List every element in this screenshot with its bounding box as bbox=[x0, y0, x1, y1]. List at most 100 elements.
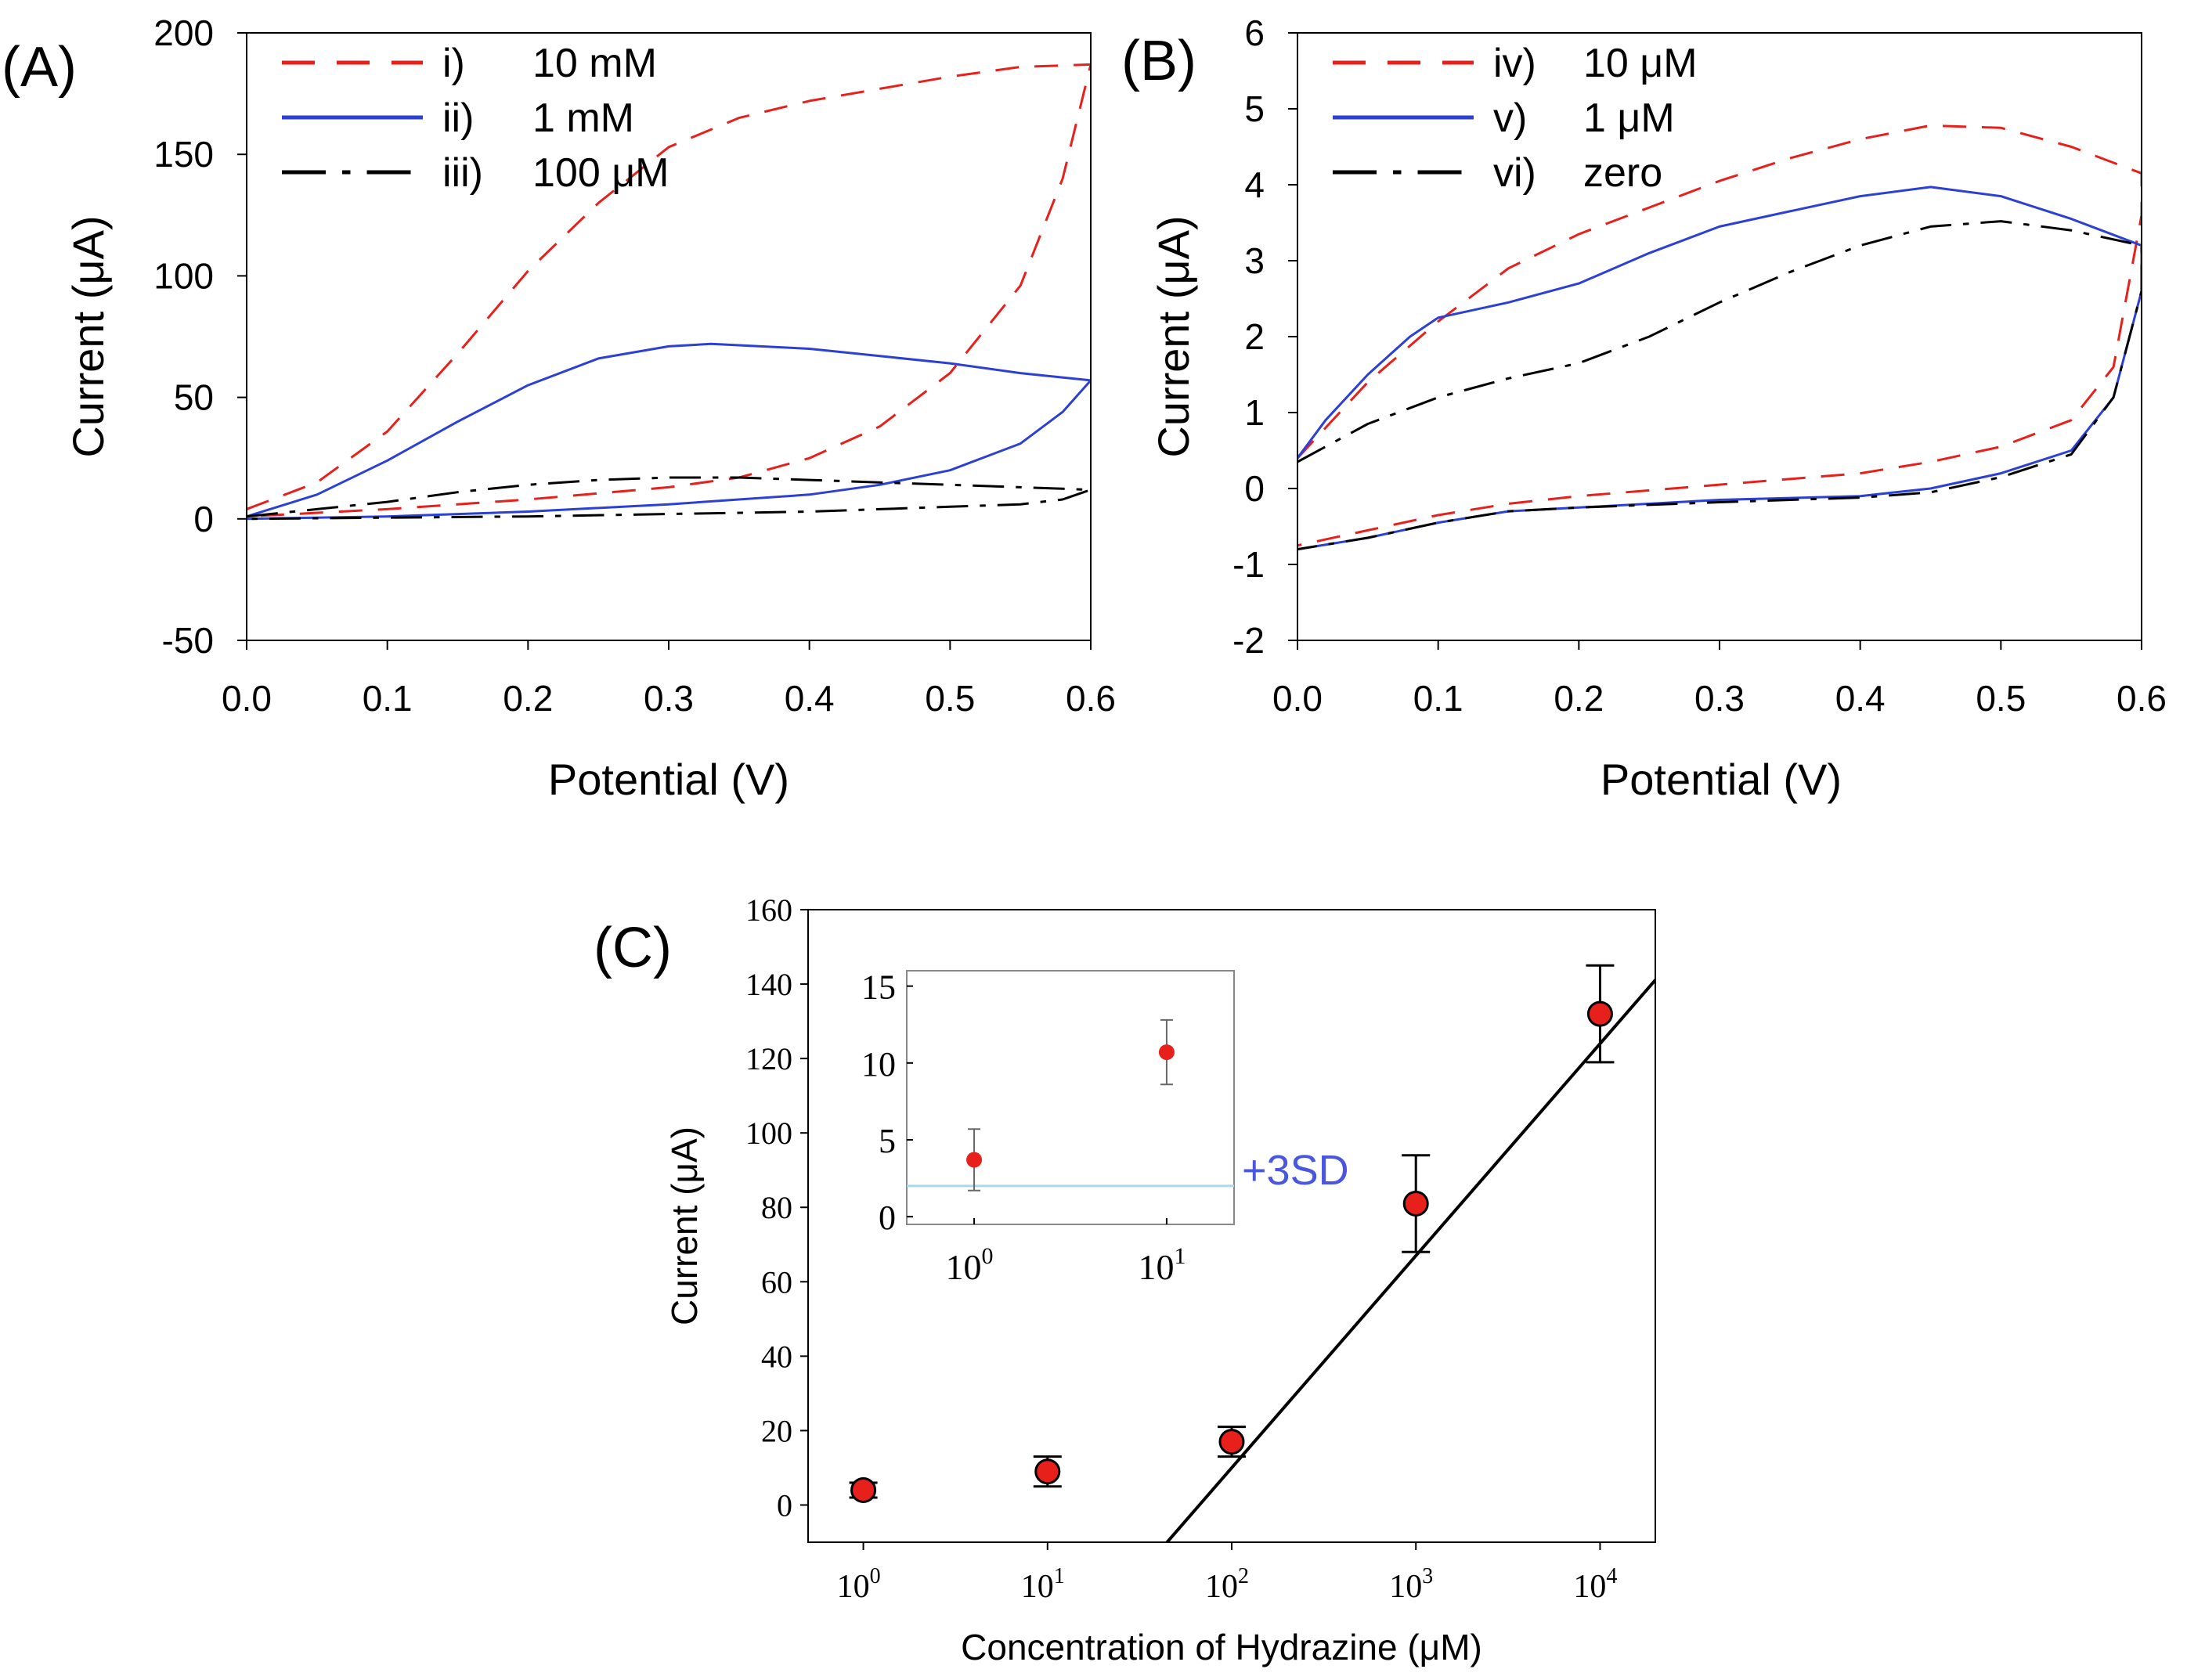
panel-c-inset: 0 5 10 15 100 101 +3SD bbox=[861, 968, 1349, 1287]
panel-a-frame bbox=[246, 32, 1092, 641]
panel-a: (A) 0.0 0.1 0.2 0.3 0.4 0.5 0.6 -50 0 50 100 150 20… bbox=[2, 13, 1116, 804]
legend-label-prefix-3: vi) bbox=[1493, 150, 1536, 196]
y-tick-label: 3 bbox=[1244, 240, 1265, 281]
data-point bbox=[850, 1476, 877, 1503]
panel-a-y-label: Current (μA) bbox=[63, 215, 113, 457]
x-tick-label: 102 bbox=[1205, 1564, 1249, 1605]
series-line-3 bbox=[247, 476, 1091, 521]
panel-b-x-ticks: 0.0 0.1 0.2 0.3 0.4 0.5 0.6 bbox=[1272, 640, 2167, 719]
y-tick-label: 200 bbox=[153, 13, 214, 53]
panel-a-y-ticks: -50 0 50 100 150 200 bbox=[153, 13, 247, 661]
legend-label-prefix-3: iii) bbox=[442, 150, 483, 196]
x-tick-label: 100 bbox=[837, 1564, 881, 1605]
y-tick-label: 40 bbox=[761, 1339, 792, 1374]
panel-label-c: (C) bbox=[594, 917, 672, 979]
y-tick-label: 100 bbox=[153, 255, 214, 296]
x-tick-label: 101 bbox=[1021, 1564, 1065, 1605]
panel-c-x-ticks: 100 101 102 103 104 bbox=[837, 1542, 1617, 1605]
data-point bbox=[1218, 1429, 1245, 1455]
x-tick-label: 0.3 bbox=[644, 678, 694, 719]
panel-b-frame bbox=[1297, 32, 2142, 641]
legend-label-prefix-1: i) bbox=[442, 41, 465, 86]
data-point bbox=[1034, 1458, 1061, 1485]
x-tick-label: 0.1 bbox=[1413, 678, 1463, 719]
y-tick-label: 5 bbox=[1244, 88, 1265, 129]
y-tick-label: 50 bbox=[174, 377, 214, 418]
y-tick-label: 20 bbox=[761, 1413, 792, 1448]
panel-c-y-label: Current (μA) bbox=[664, 1127, 705, 1325]
x-tick-label: 104 bbox=[1573, 1564, 1617, 1605]
data-point bbox=[1402, 1190, 1429, 1217]
x-tick-label: 0.5 bbox=[925, 678, 975, 719]
series-line-2 bbox=[1297, 186, 2142, 551]
legend-label-value-1: 10 μM bbox=[1583, 41, 1698, 86]
panel-a-x-label: Potential (V) bbox=[548, 755, 789, 804]
legend-label-value-1: 10 mM bbox=[532, 41, 657, 86]
x-tick-label: 0.0 bbox=[1272, 678, 1323, 719]
y-tick-label: 1 bbox=[1244, 392, 1265, 433]
fit-line bbox=[1164, 979, 1655, 1542]
series-line-3 bbox=[1297, 220, 2142, 551]
y-tick-label: 0 bbox=[193, 499, 214, 539]
inset-x-tick-label: 100 bbox=[946, 1243, 994, 1287]
panel-b-y-label: Current (μA) bbox=[1149, 215, 1198, 457]
inset-frame bbox=[906, 970, 1235, 1225]
x-tick-label: 0.5 bbox=[1976, 678, 2026, 719]
threshold-label: +3SD bbox=[1242, 1147, 1349, 1194]
panel-b-legend: iv) 10 μM v) 1 μM vi) zero bbox=[1333, 41, 1698, 196]
panel-b-curves bbox=[1297, 124, 2142, 551]
x-tick-label: 0.6 bbox=[1066, 678, 1116, 719]
legend-label-prefix-1: iv) bbox=[1493, 41, 1536, 86]
inset-data-point bbox=[966, 1152, 983, 1168]
x-tick-label: 103 bbox=[1389, 1564, 1433, 1605]
y-tick-label: 120 bbox=[745, 1041, 792, 1076]
x-tick-label: 0.0 bbox=[222, 678, 272, 719]
x-tick-label: 0.4 bbox=[1835, 678, 1886, 719]
y-tick-label: 0 bbox=[1244, 468, 1265, 509]
legend-label-value-3: zero bbox=[1583, 150, 1662, 196]
y-tick-label: -50 bbox=[162, 620, 214, 661]
panel-label-a: (A) bbox=[2, 36, 77, 99]
legend-label-prefix-2: v) bbox=[1493, 96, 1527, 141]
y-tick-label: 160 bbox=[745, 892, 792, 928]
panel-b-y-ticks: -2 -1 0 1 2 3 4 5 6 bbox=[1232, 13, 1297, 661]
y-tick-label: 4 bbox=[1244, 164, 1265, 205]
legend-label-value-2: 1 μM bbox=[1583, 96, 1675, 141]
y-tick-label: 80 bbox=[761, 1190, 792, 1225]
x-tick-label: 0.2 bbox=[1554, 678, 1604, 719]
y-tick-label: 60 bbox=[761, 1264, 792, 1300]
y-tick-label: -1 bbox=[1232, 544, 1265, 585]
legend-label-prefix-2: ii) bbox=[442, 96, 474, 141]
panel-c-fit-line-group bbox=[1164, 979, 1655, 1542]
inset-y-tick-label: 15 bbox=[861, 968, 896, 1007]
panel-a-legend: i) 10 mM ii) 1 mM iii) 100 μM bbox=[282, 41, 669, 196]
inset-data-point bbox=[1158, 1044, 1175, 1061]
x-tick-label: 0.4 bbox=[785, 678, 835, 719]
y-tick-label: 150 bbox=[153, 134, 214, 175]
y-tick-label: 0 bbox=[777, 1487, 792, 1523]
inset-y-tick-label: 5 bbox=[879, 1122, 896, 1160]
series-line-1 bbox=[1297, 124, 2142, 547]
panel-c-points bbox=[849, 964, 1615, 1503]
panel-c-x-label: Concentration of Hydrazine (μM) bbox=[961, 1627, 1482, 1667]
x-tick-label: 0.3 bbox=[1694, 678, 1745, 719]
panel-b-x-label: Potential (V) bbox=[1601, 755, 1842, 804]
series-line-1 bbox=[247, 63, 1091, 518]
y-tick-label: 6 bbox=[1244, 13, 1265, 53]
inset-y-tick-label: 10 bbox=[861, 1045, 896, 1083]
y-tick-label: 100 bbox=[745, 1116, 792, 1151]
series-line-2 bbox=[247, 342, 1091, 521]
inset-y-tick-label: 0 bbox=[879, 1199, 896, 1237]
x-tick-label: 0.1 bbox=[363, 678, 413, 719]
y-tick-label: -2 bbox=[1232, 620, 1265, 661]
panel-c-y-ticks: 0 20 40 60 80 100 120 140 160 bbox=[745, 892, 808, 1523]
inset-x-tick-label: 101 bbox=[1138, 1243, 1186, 1287]
panel-a-curves bbox=[247, 63, 1091, 521]
y-tick-label: 140 bbox=[745, 967, 792, 1002]
y-tick-label: 2 bbox=[1244, 316, 1265, 357]
panel-b: (B) 0.0 0.1 0.2 0.3 0.4 0.5 0.6 -2 -1 0 1 2 3 4 5 6 iv… bbox=[1121, 13, 2167, 804]
x-tick-label: 0.6 bbox=[2117, 678, 2167, 719]
panel-a-x-ticks: 0.0 0.1 0.2 0.3 0.4 0.5 0.6 bbox=[222, 640, 1116, 719]
